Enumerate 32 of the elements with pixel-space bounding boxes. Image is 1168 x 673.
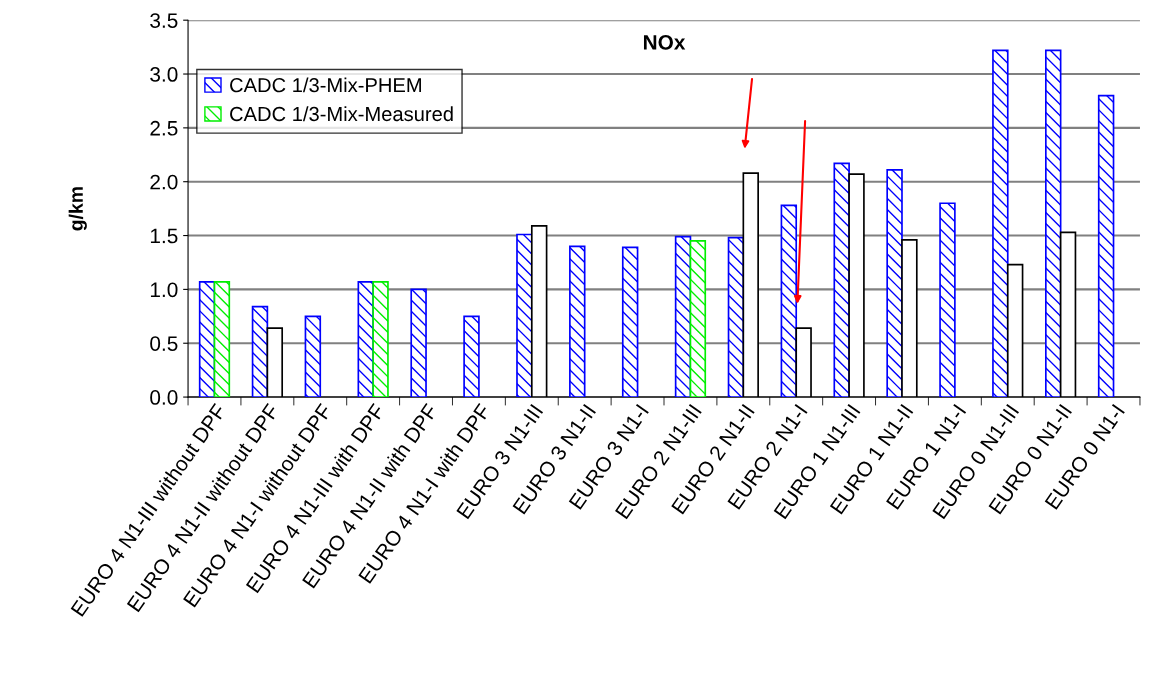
y-tick-label: 0.5 [150,336,178,351]
y-tick-label: 2.0 [150,174,178,190]
bar [689,240,707,398]
y-tick-label: 1.5 [150,228,178,244]
bar [463,315,480,398]
bar [1044,49,1062,398]
y-axis-title: g/km [68,187,87,231]
y-tick-label: 3.5 [150,13,178,28]
bar [727,236,745,398]
bar [621,246,639,398]
bar [886,169,903,398]
y-tick-label: 1.0 [150,282,178,298]
bar [780,204,798,398]
bar [674,235,692,398]
bar [939,202,956,398]
bar [516,233,533,398]
bar [992,49,1009,398]
y-tick-label: 2.5 [150,120,178,136]
bar [1097,94,1115,398]
legend-label: CADC 1/3-Mix-Measured [230,106,453,122]
y-tick-label: 0.0 [150,390,178,405]
bar [833,162,850,398]
bar [569,245,586,398]
bar [251,305,269,398]
bar [304,315,322,398]
text: NOx [643,35,686,50]
legend-label: CADC 1/3-Mix-PHEM [230,77,421,93]
bar [410,288,427,398]
bar [372,281,389,398]
bar [213,281,231,398]
bar [198,281,216,398]
y-tick-label: 3.0 [150,67,178,82]
